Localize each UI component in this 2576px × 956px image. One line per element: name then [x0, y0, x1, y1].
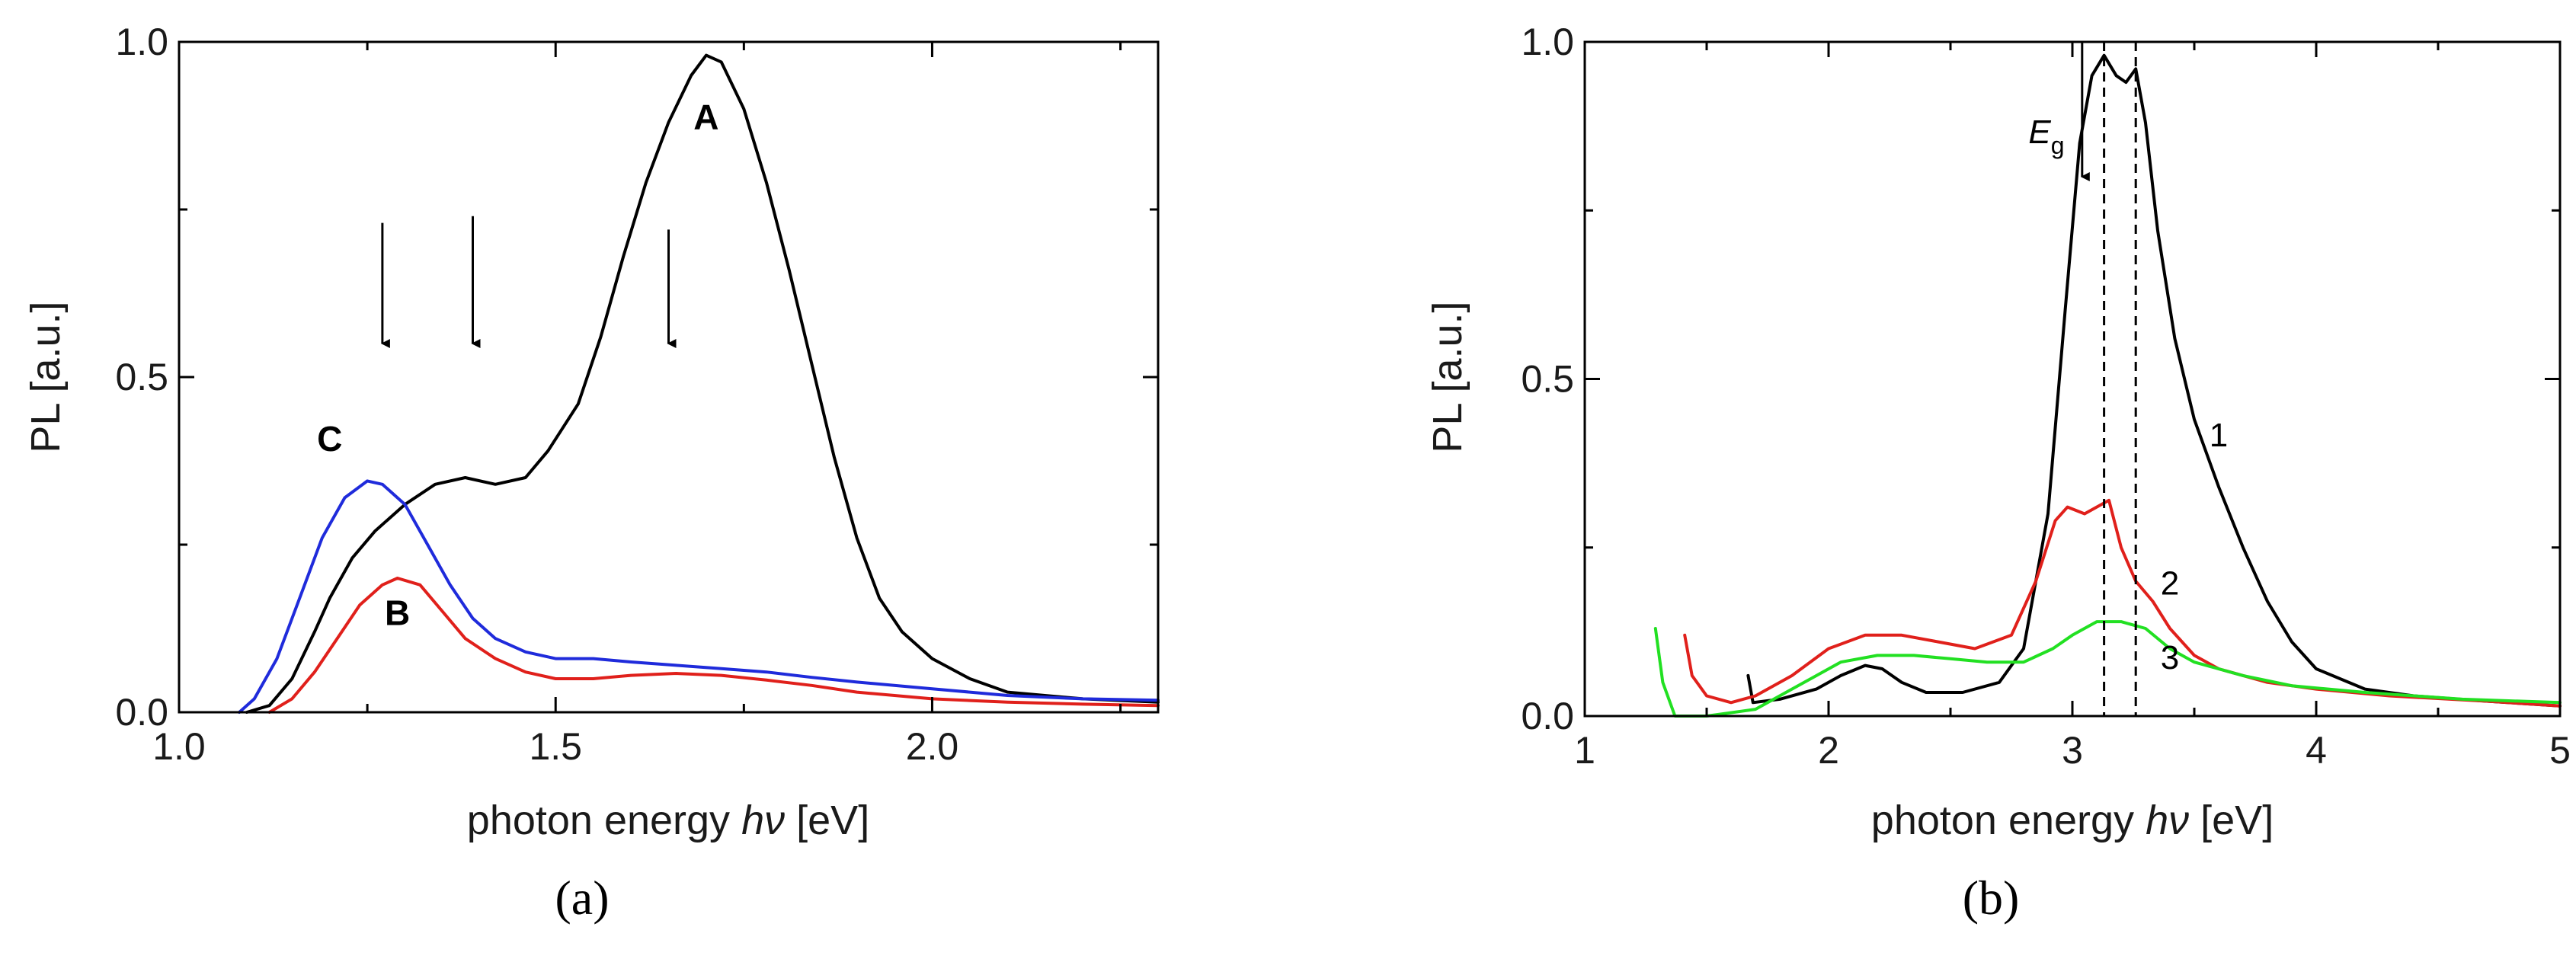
panel-b-plot-frame	[1583, 40, 2562, 718]
panel-a-series-label-C: C	[317, 419, 342, 459]
panel-a-y-tick-label: 0.5	[115, 356, 168, 398]
panel-b-label: (b)	[1963, 871, 2020, 925]
panel-a-series-B	[267, 577, 1160, 714]
panel-b-chart: 1 2 3 4 5 0.0 0.5 1.0 1 2 3 Eg PL [a.u.] photon en…	[1425, 21, 2571, 925]
panel-b-annotations: 1 2 3 Eg	[2028, 42, 2228, 716]
panel-a-plot-frame	[178, 40, 1160, 714]
panel-a-chart: 1.0 1.5 2.0 0.0 0.5 1.0 A B C PL [a.u.] photon …	[23, 21, 1160, 925]
panel-a-series-label-B: B	[385, 593, 410, 633]
panel-b-x-axis-label: photon energy hν [eV]	[1871, 798, 2274, 843]
panel-b-y-tick-label: 0.0	[1521, 695, 1574, 737]
panel-a-series-label-A: A	[693, 97, 718, 136]
panel-a-x-axis-label: photon energy hν [eV]	[467, 798, 869, 843]
panel-b-x-tick-label: 5	[2549, 729, 2571, 772]
panel-b-y-axis-label: PL [a.u.]	[1425, 301, 1470, 452]
panel-a-y-axis-label: PL [a.u.]	[23, 301, 69, 452]
panel-a-series-C	[238, 479, 1160, 714]
panel-b-x-tick-label: 1	[1574, 729, 1595, 772]
panel-b-series-label-2: 2	[2161, 565, 2179, 603]
panel-b-series-label-3: 3	[2161, 639, 2179, 676]
panel-b-bandgap-subscript: g	[2051, 132, 2065, 159]
panel-a-label: (a)	[555, 871, 609, 925]
panel-a-y-tick-label: 0.0	[115, 691, 168, 734]
panel-a-x-tick-label: 1.5	[529, 725, 582, 768]
panel-a-x-tick-label: 2.0	[906, 725, 959, 768]
panel-a-y-tick-label: 1.0	[115, 21, 168, 63]
panel-a-ticks: 1.0 1.5 2.0 0.0 0.5 1.0	[115, 21, 1158, 768]
panel-b-series-layer	[1653, 53, 2562, 718]
panel-a-series-layer	[238, 53, 1160, 714]
panel-b-y-tick-label: 1.0	[1521, 21, 1574, 63]
panel-b-series-3	[1653, 620, 2562, 718]
panel-a-series-A	[245, 53, 1160, 714]
panel-b-series-label-1: 1	[2210, 417, 2228, 454]
panel-b-bandgap-label: Eg	[2028, 114, 2064, 159]
panel-b-y-tick-label: 0.5	[1521, 358, 1574, 401]
panel-b-x-tick-label: 4	[2306, 729, 2327, 772]
panel-b-ticks: 1 2 3 4 5 0.0 0.5 1.0	[1521, 21, 2570, 772]
panel-a-x-tick-label: 1.0	[152, 725, 206, 768]
panel-b-x-tick-label: 2	[1818, 729, 1839, 772]
panel-a-annotations: A B C	[317, 97, 718, 632]
panel-b-series-1	[1746, 53, 2562, 708]
panel-b-x-tick-label: 3	[2062, 729, 2083, 772]
